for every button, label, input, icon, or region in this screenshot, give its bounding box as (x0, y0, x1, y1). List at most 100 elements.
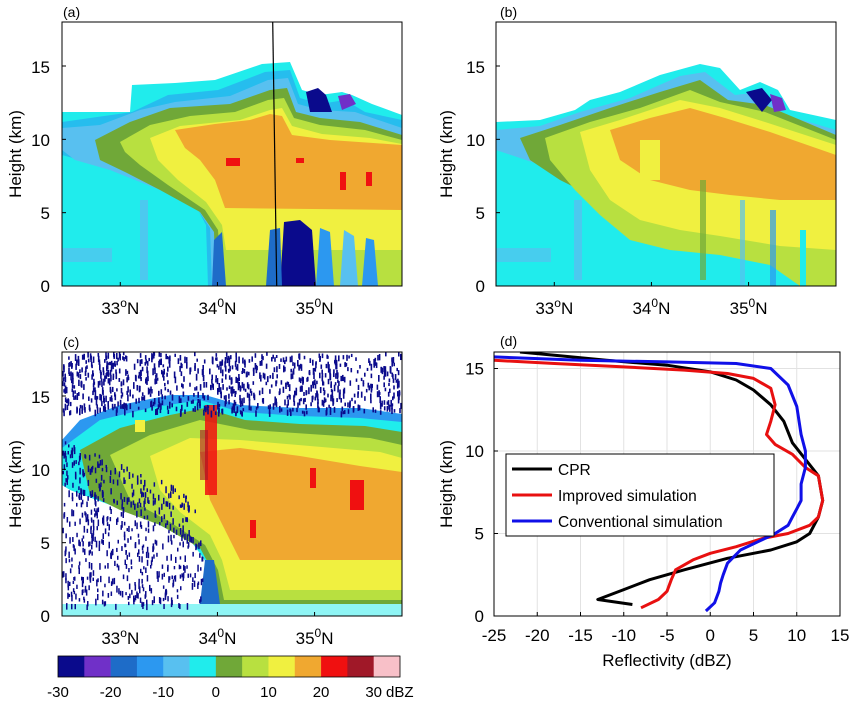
noise-speck (83, 596, 85, 601)
noise-speck (172, 518, 174, 525)
noise-speck (196, 402, 199, 406)
noise-speck (262, 356, 264, 361)
noise-speck (345, 362, 348, 367)
noise-speck (110, 470, 112, 476)
noise-speck (376, 391, 379, 398)
noise-speck (72, 544, 75, 548)
panel-a-label: (a) (63, 4, 80, 20)
noise-speck (291, 373, 294, 379)
colorbar-segment (189, 656, 217, 677)
panel-b: (b) Height (km) 0 5 10 15 33oN 340N 350N (437, 4, 837, 318)
noise-speck (77, 372, 80, 378)
panel-c-field (62, 352, 402, 616)
noise-speck (82, 489, 85, 496)
panel-a-ytick-5: 5 (41, 204, 50, 223)
noise-speck (140, 376, 142, 382)
noise-speck (130, 566, 133, 570)
noise-speck (124, 544, 127, 548)
noise-speck (128, 497, 130, 502)
noise-speck (357, 405, 360, 411)
colorbar-unit: dBZ (386, 684, 414, 701)
noise-speck (188, 505, 190, 512)
noise-speck (158, 352, 161, 357)
noise-speck (116, 563, 119, 568)
noise-speck (123, 531, 126, 538)
noise-speck (88, 550, 91, 556)
colorbar-segment (58, 656, 85, 677)
noise-speck (134, 542, 137, 548)
noise-speck (149, 584, 151, 592)
noise-speck (293, 400, 296, 406)
noise-speck (250, 406, 252, 411)
noise-speck (303, 355, 306, 360)
noise-speck (360, 391, 363, 398)
noise-speck (139, 586, 141, 594)
noise-speck (169, 401, 171, 409)
noise-speck (261, 359, 263, 366)
noise-speck (330, 388, 333, 393)
noise-speck (96, 396, 99, 400)
noise-speck (69, 537, 71, 544)
noise-speck (284, 366, 286, 372)
noise-speck (173, 575, 176, 580)
noise-speck (305, 390, 307, 396)
noise-speck (186, 603, 189, 610)
noise-speck (138, 582, 140, 590)
noise-speck (78, 496, 81, 501)
noise-speck (160, 353, 162, 358)
noise-speck (396, 367, 398, 372)
noise-speck (100, 474, 103, 481)
noise-speck (137, 502, 139, 508)
noise-speck (141, 578, 143, 584)
noise-speck (299, 386, 302, 392)
noise-speck (75, 460, 77, 464)
noise-speck (266, 376, 269, 380)
noise-speck (91, 374, 93, 380)
panel-c-ytick-15: 15 (31, 388, 50, 407)
panel-d-yticks: 0 5 10 15 (465, 360, 498, 626)
noise-speck (89, 549, 92, 554)
noise-speck (123, 469, 125, 473)
noise-speck (110, 363, 113, 368)
noise-speck (105, 395, 107, 403)
noise-speck (179, 542, 181, 546)
noise-speck (151, 354, 154, 360)
noise-speck (163, 368, 165, 375)
noise-speck (147, 497, 149, 504)
noise-speck (145, 527, 147, 532)
noise-speck (383, 366, 385, 373)
noise-speck (315, 361, 317, 365)
noise-speck (88, 404, 91, 411)
noise-speck (156, 552, 158, 557)
noise-speck (228, 393, 230, 399)
noise-speck (275, 398, 277, 404)
noise-speck (394, 374, 397, 380)
noise-speck (199, 553, 201, 558)
noise-speck (86, 365, 88, 369)
noise-speck (166, 555, 168, 561)
noise-speck (128, 552, 131, 557)
noise-speck (303, 392, 305, 396)
noise-speck (105, 466, 108, 473)
noise-speck (127, 386, 129, 393)
noise-speck (113, 355, 115, 359)
noise-speck (124, 479, 126, 484)
noise-speck (138, 549, 140, 555)
noise-speck (340, 375, 342, 382)
noise-speck (134, 584, 137, 591)
noise-speck (168, 576, 170, 583)
noise-speck (102, 533, 104, 540)
noise-speck (220, 361, 222, 367)
noise-speck (225, 352, 228, 357)
noise-speck (236, 364, 239, 371)
noise-speck (314, 383, 317, 389)
noise-speck (81, 354, 84, 360)
noise-speck (138, 397, 140, 404)
noise-speck (255, 406, 258, 410)
x-tick-label: -5 (659, 626, 674, 645)
noise-speck (319, 387, 322, 394)
noise-speck (203, 359, 206, 364)
noise-speck (90, 361, 93, 367)
noise-speck (184, 533, 186, 541)
noise-speck (390, 399, 392, 407)
